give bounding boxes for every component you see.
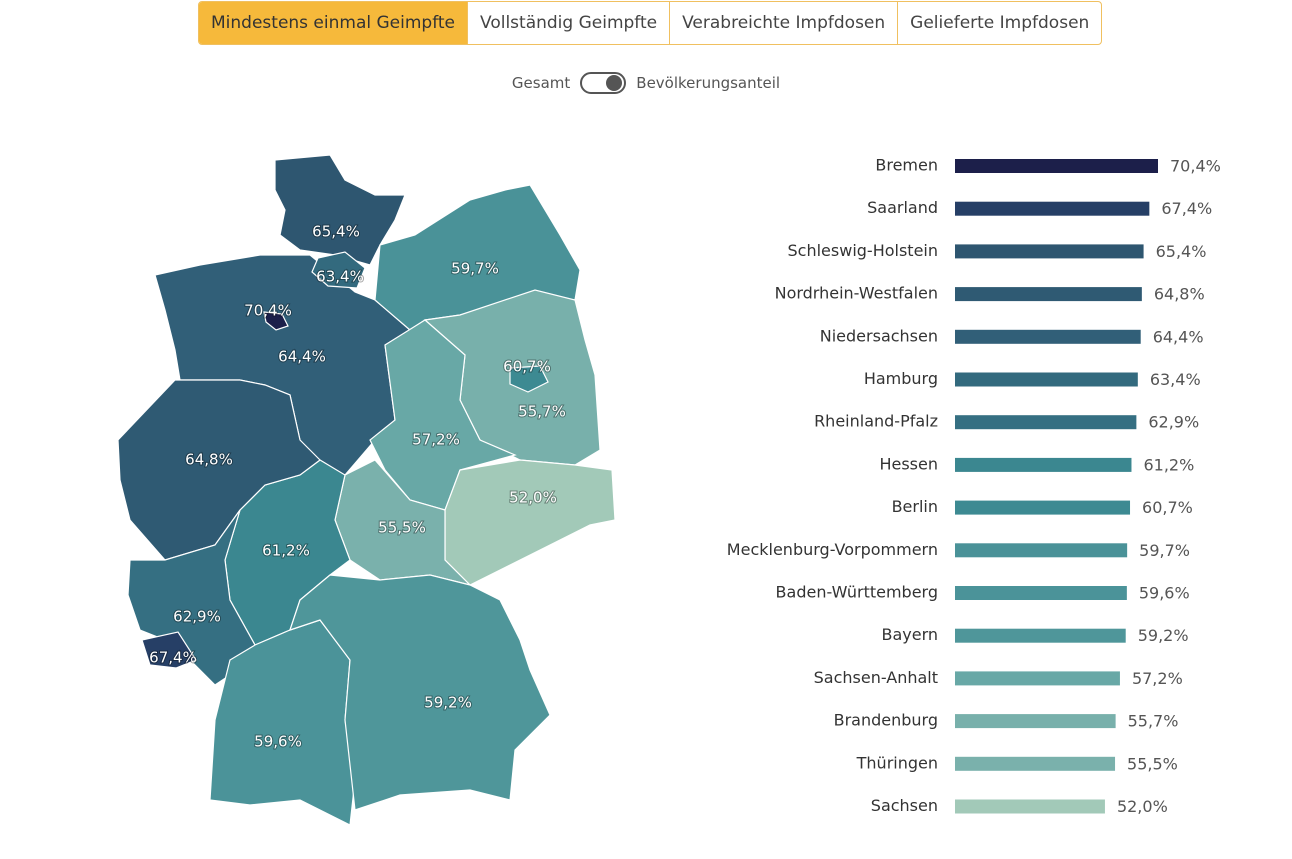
map-label: 64,8% [185,451,233,469]
toggle-knob [606,75,623,91]
bar-value-label: 61,2% [1143,455,1194,474]
bar-category-label: Schleswig-Holstein [788,241,938,260]
map-label: 63,4% [316,268,364,286]
map-label: 62,9% [173,608,221,626]
bar-value-label: 52,0% [1117,797,1168,816]
toggle-row: Gesamt Bevölkerungsanteil [0,72,1292,94]
bar [955,628,1126,643]
map-label: 64,4% [278,348,326,366]
map-label: 55,7% [518,403,566,421]
bar-value-label: 67,4% [1161,199,1212,218]
bar-category-label: Thüringen [856,753,938,772]
bar-value-label: 55,7% [1128,712,1179,731]
bar-value-label: 63,4% [1150,370,1201,389]
bar [955,329,1141,344]
bar [955,671,1120,686]
bar [955,799,1105,814]
bar-category-label: Baden-Württemberg [776,583,938,602]
bar-category-label: Bremen [875,156,938,175]
toggle-label: Gesamt [511,74,571,92]
map-label: 57,2% [412,431,460,449]
map-label: 65,4% [312,223,360,241]
map-region [444,459,616,586]
bar-value-label: 59,6% [1139,584,1190,603]
bar [955,415,1137,430]
bar-category-label: Sachsen-Anhalt [814,668,938,687]
bar-category-label: Hamburg [864,369,938,388]
map-label: 59,2% [424,694,472,712]
map-region [509,365,549,393]
bar [955,756,1116,771]
bar [955,714,1116,729]
map-label: 55,5% [378,519,426,537]
bar [955,244,1144,259]
bar [955,159,1158,173]
bar [955,586,1127,600]
map-region [289,574,551,811]
bar [955,201,1150,216]
map-region [141,631,197,669]
tab[interactable]: Vollständig Geimpfte [467,2,669,44]
bar-category-label: Brandenburg [834,711,938,730]
tab[interactable]: Verabreichte Impfdosen [669,2,897,44]
bar-category-label: Niedersachsen [820,326,938,345]
map-region [263,311,289,331]
bar [955,457,1132,472]
bar [955,287,1142,302]
bar-value-label: 57,2% [1132,669,1183,688]
tab[interactable]: Mindestens einmal Geimpfte [199,2,468,44]
map-label: 59,7% [451,260,499,278]
bar-value-label: 59,7% [1139,541,1190,560]
bar-category-label: Berlin [892,497,938,516]
toggle-switch[interactable] [580,72,627,94]
bar-value-label: 70,4% [1170,157,1221,176]
map-label: 67,4% [149,649,197,667]
map-label: 60,7% [503,358,551,376]
bar-category-label: Rheinland-Pfalz [814,412,938,431]
bar-value-label: 62,9% [1148,413,1199,432]
bar-value-label: 65,4% [1156,242,1207,261]
bar-category-label: Bayern [881,625,938,644]
bar [955,372,1138,387]
bar-value-label: 64,4% [1153,327,1204,346]
bar [955,500,1131,515]
bar-category-label: Mecklenburg-Vorpommern [727,540,938,559]
bar-value-label: 64,8% [1154,285,1205,304]
map-label: 59,6% [254,733,302,751]
map-region [311,251,366,289]
bar-value-label: 60,7% [1142,498,1193,517]
map-label: 61,2% [262,542,310,560]
tab-bar: Mindestens einmal Geimpfte Vollständig G… [198,1,1103,45]
bar-value-label: 59,2% [1138,626,1189,645]
bar [955,543,1128,558]
map-region [117,379,321,561]
bar-category-label: Sachsen [871,796,938,815]
toggle-label: Bevölkerungsanteil [636,74,781,92]
bar-value-label: 55,5% [1127,754,1178,773]
map-region [274,154,406,266]
bar-category-label: Saarland [867,198,938,217]
map-label: 70,4% [244,302,292,320]
bar-category-label: Nordrhein-Westfalen [775,284,938,303]
tab[interactable]: Gelieferte Impfdosen [897,2,1101,44]
map-label: 52,0% [509,489,557,507]
bar-category-label: Hessen [879,454,938,473]
